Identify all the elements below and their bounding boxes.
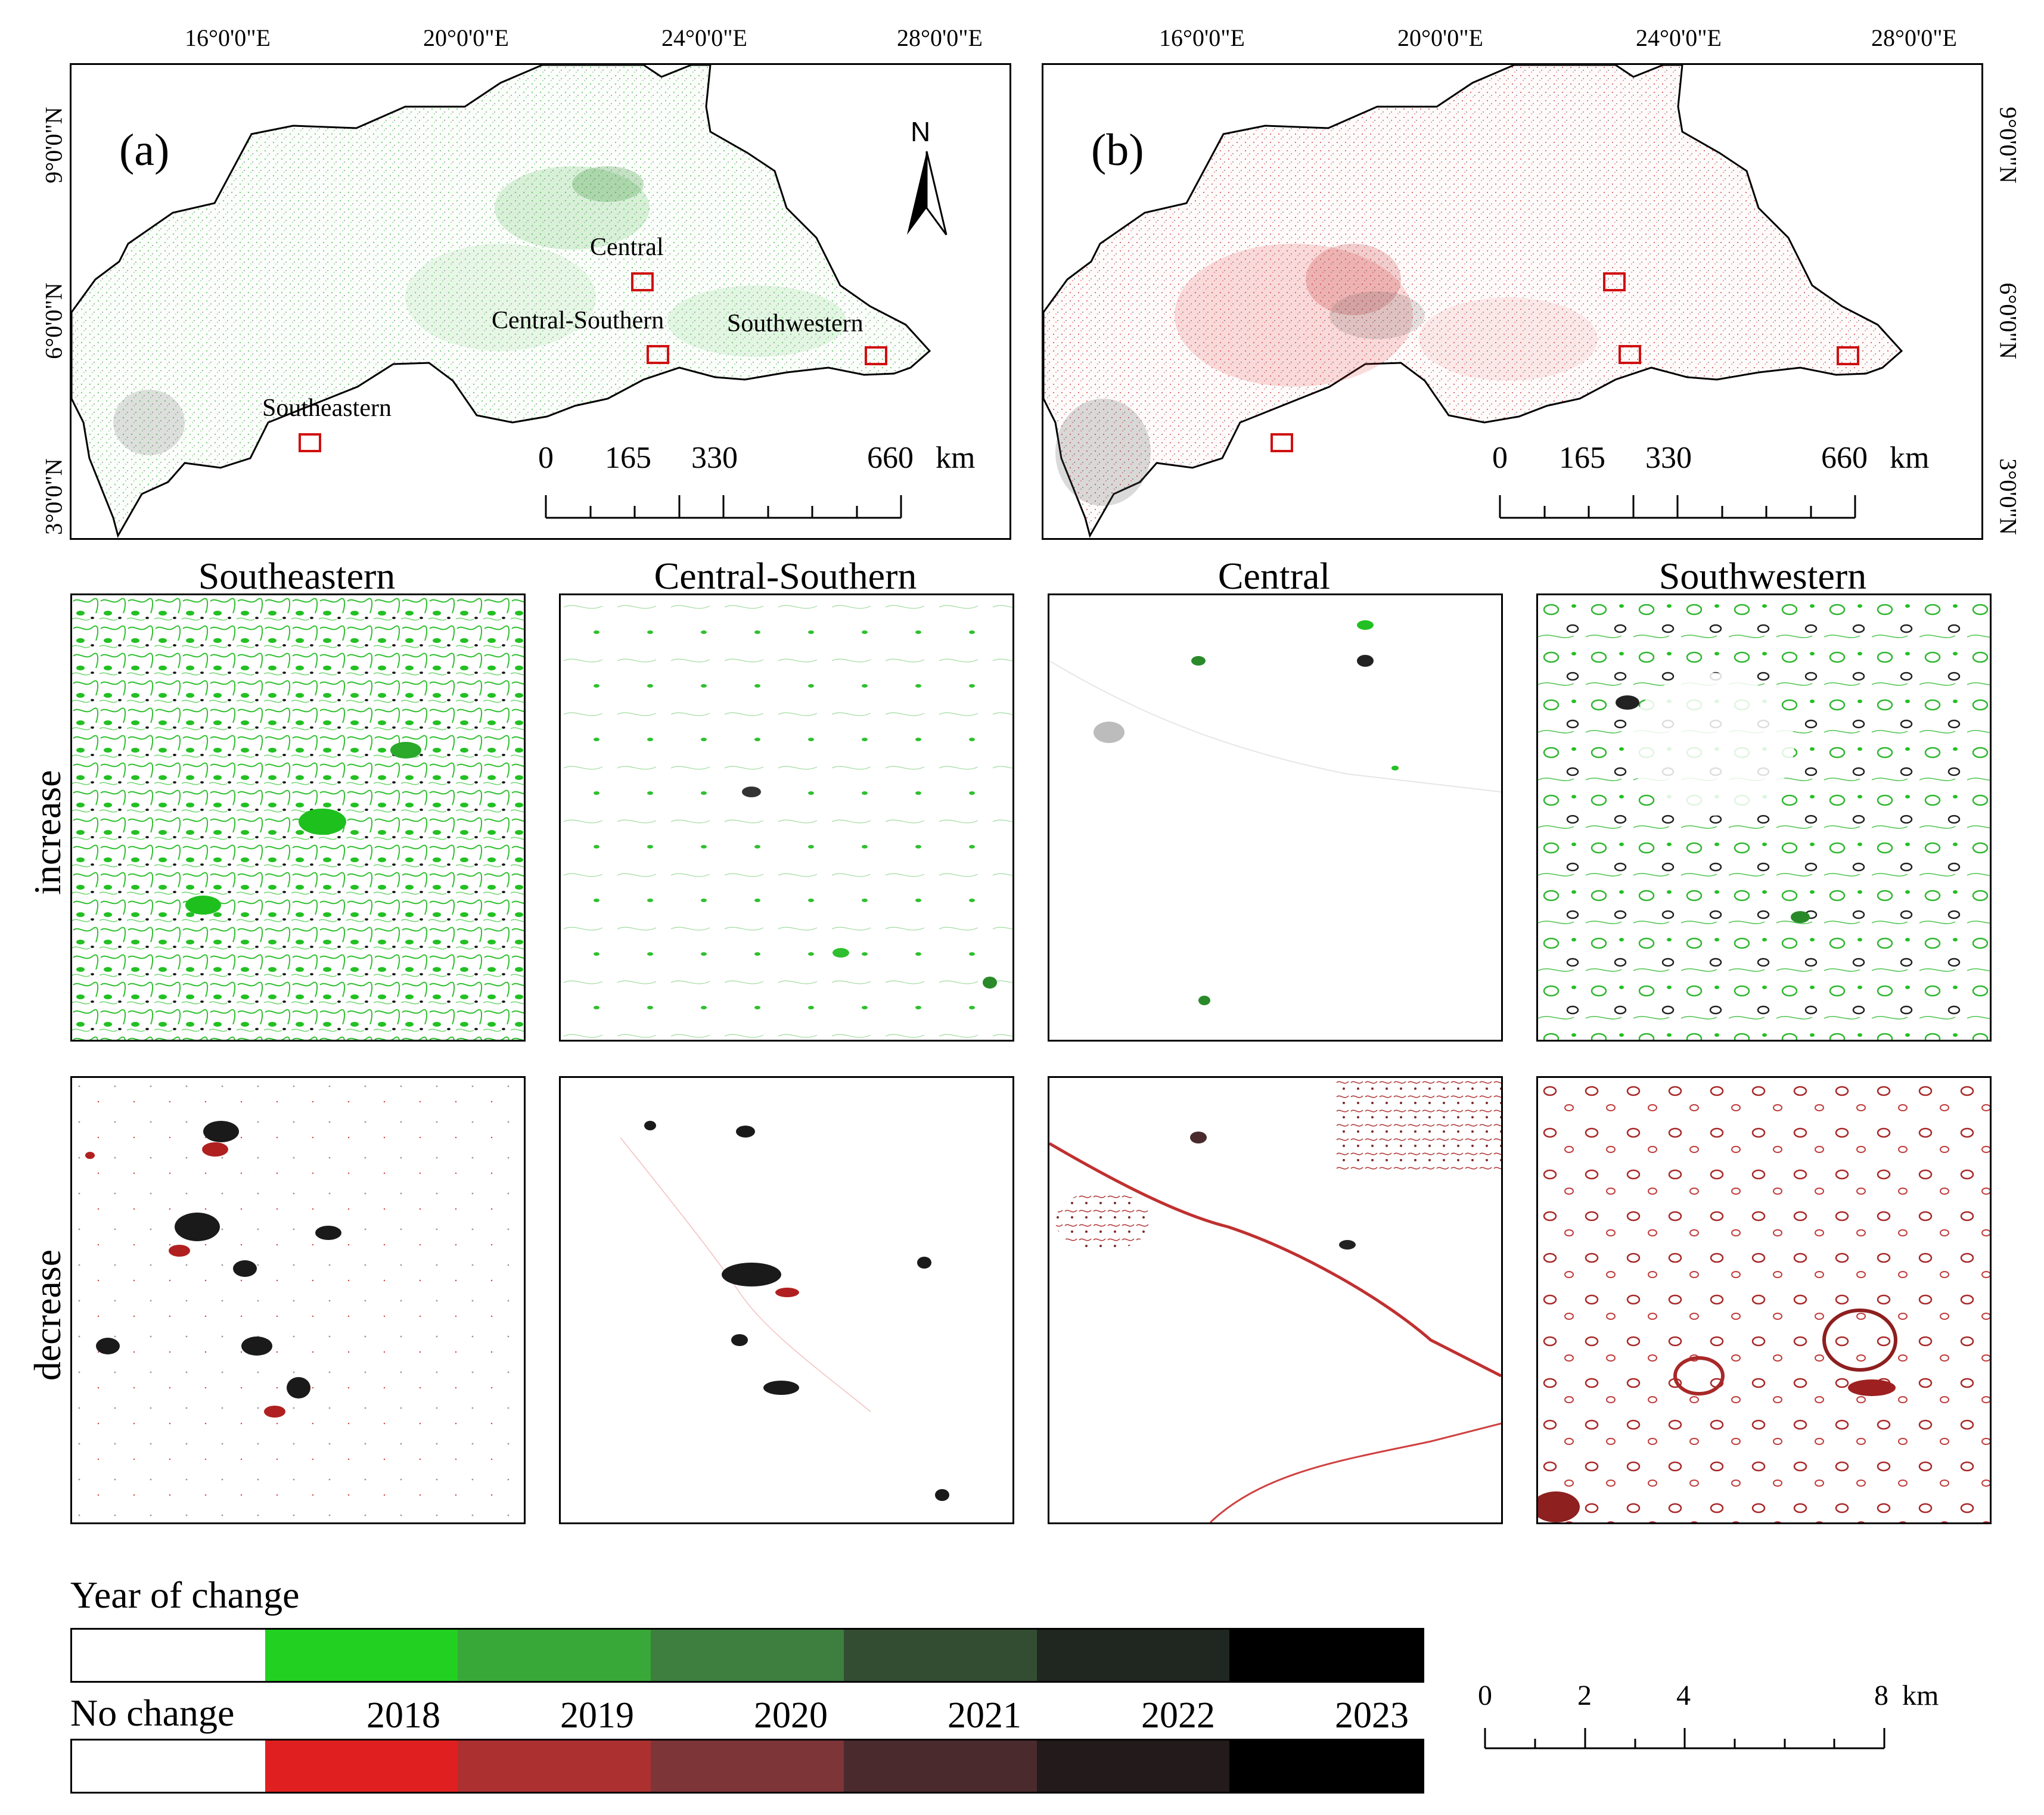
lon-label-b-24: 24°0'0"E [1636,24,1722,51]
lat-label-b-6: 6°0'0"N [1995,282,2022,359]
scale-tick-660-b: 660 [1821,441,1868,475]
scale-tick-165-a: 165 [605,441,651,475]
legend-swatch-increase-nochange [72,1630,265,1681]
inset-decrease-central [1048,1076,1503,1524]
scale-unit-b: km [1890,441,1930,475]
inset-decrease-central-southern [559,1076,1014,1524]
column-title-central: Central [1217,555,1331,597]
lat-label-a-3: 3°0'0"N [40,458,67,535]
legend-swatch-increase-2019 [458,1630,651,1681]
scale-bar-a [545,495,902,519]
legend-no-change: No change [70,1692,235,1734]
small-scale-unit: km [1902,1680,1939,1711]
legend-swatch-increase-2018 [265,1630,458,1681]
legend-year-2019: 2019 [560,1695,634,1736]
legend-increase-ramp [70,1628,1424,1683]
lat-label-a-9: 9°0'0"N [40,107,67,184]
scale-tick-0-a: 0 [538,441,554,475]
map-panel-a: (a) N Central Central-Southern Southwest… [70,63,1011,540]
scale-tick-165-b: 165 [1559,441,1605,475]
small-scale-tick-2: 2 [1577,1680,1592,1711]
lon-label-b-28: 28°0'0"E [1871,24,1957,51]
row-label-increase: increase [26,770,69,895]
column-title-southeastern: Southeastern [198,555,396,597]
inset-increase-central [1048,593,1503,1042]
small-scale-tick-0: 0 [1478,1680,1492,1711]
legend-swatch-decrease-nochange [72,1741,265,1792]
country-outline-a [72,65,948,538]
lat-label-b-3: 3°0'0"N [1995,458,2022,535]
legend-swatch-decrease-2019 [458,1741,651,1792]
legend-swatch-increase-2023 [1229,1630,1423,1681]
row-label-decrease: decrease [26,1249,69,1381]
inset-increase-southwestern [1536,593,1992,1042]
country-outline-b [1043,65,1903,538]
north-arrow-icon [907,151,927,235]
region-box-central-southern-b [1619,345,1641,364]
column-title-southwestern: Southwestern [1658,555,1867,597]
region-box-southeastern-b [1270,433,1293,452]
scale-tick-0-b: 0 [1492,441,1508,475]
column-title-central-southern: Central-Southern [654,555,917,597]
legend-swatch-decrease-2018 [265,1741,458,1792]
scale-tick-660-a: 660 [867,441,914,475]
scale-tick-330-b: 330 [1645,441,1692,475]
legend-year-2022: 2022 [1141,1695,1215,1736]
inset-decrease-southwestern [1536,1076,1992,1524]
region-box-southeastern [299,433,321,452]
scale-tick-330-a: 330 [691,441,738,475]
legend-swatch-increase-2022 [1036,1630,1230,1681]
lon-label-a-24: 24°0'0"E [661,24,747,51]
legend-title: Year of change [70,1574,300,1616]
legend-year-2018: 2018 [366,1695,440,1736]
lon-label-a-28: 28°0'0"E [897,24,983,51]
scale-bar-b [1499,495,1856,519]
map-panel-b: (b) 0 165 330 660 km [1042,63,1983,540]
panel-label-b: (b) [1091,125,1144,175]
legend-year-2020: 2020 [754,1695,828,1736]
small-scale-tick-8: 8 [1874,1680,1888,1711]
region-box-central-southern [647,345,669,364]
small-scale-tick-4: 4 [1676,1680,1691,1711]
north-label: N [911,116,931,147]
lat-label-b-9: 9°0'0"N [1995,107,2022,184]
lon-label-b-16: 16°0'0"E [1159,24,1245,51]
scale-unit-a: km [936,441,976,475]
legend-swatch-increase-2021 [843,1630,1037,1681]
panel-label-a: (a) [119,125,170,175]
inset-increase-southeastern [70,593,526,1042]
region-label-southwestern: Southwestern [727,310,863,337]
legend-swatch-decrease-2021 [843,1741,1037,1792]
lon-label-a-20: 20°0'0"E [423,24,509,51]
region-box-southwestern [865,346,887,365]
legend-swatch-increase-2020 [651,1630,844,1681]
legend-year-2023: 2023 [1335,1695,1409,1736]
legend-year-2021: 2021 [948,1695,1021,1736]
region-label-southeastern: Southeastern [262,394,392,422]
lat-label-a-6: 6°0'0"N [40,282,67,359]
region-box-central-b [1603,272,1626,291]
lon-label-b-20: 20°0'0"E [1397,24,1483,51]
legend-swatch-decrease-2023 [1229,1741,1423,1792]
region-box-central [631,272,654,291]
legend-decrease-ramp [70,1739,1424,1794]
small-scale-bar [1484,1728,1885,1749]
legend-swatch-decrease-2020 [651,1741,844,1792]
inset-decrease-southeastern [70,1076,526,1524]
region-label-central-southern: Central-Southern [492,307,664,334]
lon-label-a-16: 16°0'0"E [185,24,271,51]
inset-increase-central-southern [559,593,1014,1042]
legend-swatch-decrease-2022 [1036,1741,1230,1792]
region-box-southwestern-b [1837,346,1859,365]
region-label-central: Central [590,234,664,261]
